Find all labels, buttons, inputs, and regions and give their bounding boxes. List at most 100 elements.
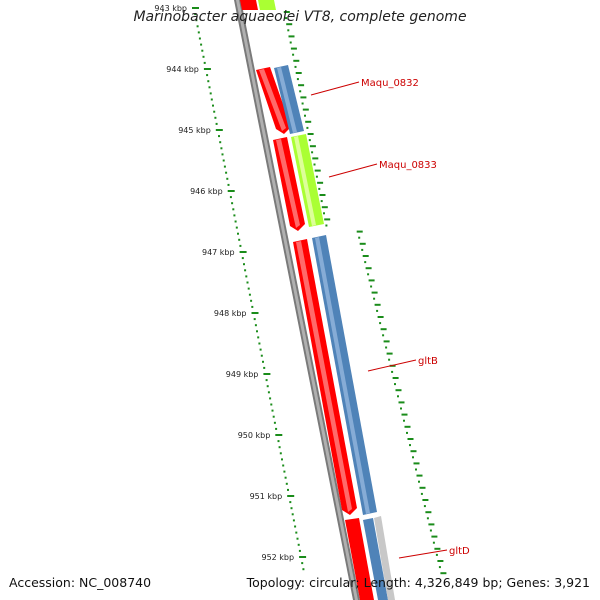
inner-minor-tick [256, 330, 258, 333]
inner-minor-tick [222, 159, 225, 162]
outer-major-tick [413, 462, 420, 465]
inner-minor-tick [302, 568, 305, 571]
inner-minor-tick [196, 25, 199, 28]
outer-major-tick [312, 157, 319, 160]
outer-major-tick [380, 328, 387, 331]
outer-minor-tick [379, 322, 382, 325]
outer-minor-tick [301, 102, 304, 105]
inner-tick-marks [192, 7, 307, 571]
inner-minor-tick [232, 208, 235, 211]
outer-major-tick [314, 169, 321, 172]
gene-label-gltB[interactable]: gltB [418, 356, 438, 367]
inner-minor-tick [246, 281, 249, 284]
inner-minor-tick [218, 135, 220, 138]
outer-minor-tick [403, 419, 405, 422]
outer-minor-tick [409, 444, 411, 447]
outer-major-tick [407, 438, 414, 440]
inner-minor-tick [194, 13, 197, 16]
feature-red-4 [345, 518, 374, 600]
outer-major-tick [368, 279, 375, 282]
tick-label: 943 kbp [154, 4, 187, 13]
inner-minor-tick [275, 427, 278, 430]
leader-gltD [398, 549, 448, 559]
inner-minor-tick [220, 147, 223, 150]
outer-major-tick [295, 72, 302, 74]
gene-label-maqu0833[interactable]: Maqu_0833 [379, 160, 437, 171]
inner-minor-tick [284, 476, 287, 479]
genome-summary-text: Topology: circular; Length: 4,326,849 bp… [246, 575, 590, 590]
inner-minor-tick [214, 116, 217, 119]
outer-minor-tick [376, 309, 379, 312]
inner-minor-tick [278, 446, 281, 449]
backbone-highlight [236, 0, 358, 600]
tick-labels: 943 kbp 944 kbp 945 kbp 946 kbp 947 kbp 948 k… [154, 4, 294, 562]
inner-minor-tick [226, 177, 229, 180]
outer-minor-tick [325, 224, 328, 227]
inner-minor-tick [270, 403, 273, 406]
tick-label: 952 kbp [261, 553, 294, 562]
inner-minor-tick [207, 80, 210, 83]
inner-minor-tick [287, 488, 289, 491]
inner-minor-tick [238, 238, 241, 241]
outer-major-tick [419, 486, 426, 489]
outer-minor-tick [367, 273, 370, 276]
outer-major-tick [307, 133, 314, 135]
inner-minor-tick [266, 385, 269, 388]
outer-minor-tick [313, 163, 316, 166]
outer-minor-tick [294, 65, 297, 68]
inner-major-tick [263, 373, 271, 375]
feature-red-2-shade [276, 139, 300, 228]
inner-minor-tick [250, 299, 253, 302]
inner-minor-tick [289, 501, 292, 504]
inner-minor-tick [229, 196, 232, 199]
inner-minor-tick [215, 122, 218, 125]
inner-minor-tick [279, 452, 282, 455]
inner-minor-tick [237, 232, 239, 235]
tick-label: 948 kbp [214, 309, 247, 318]
outer-major-tick [302, 108, 309, 111]
inner-minor-tick [244, 269, 247, 272]
feature-green-top [258, 0, 276, 10]
inner-minor-tick [206, 74, 209, 77]
feature-red-1-shade [259, 69, 286, 131]
outer-minor-tick [311, 151, 314, 154]
inner-major-tick [275, 434, 283, 436]
inner-minor-tick [234, 220, 237, 223]
outer-minor-tick [426, 517, 429, 520]
inner-minor-tick [294, 525, 297, 528]
inner-minor-tick [225, 171, 228, 174]
outer-major-tick [437, 560, 444, 562]
outer-major-tick [425, 511, 432, 514]
outer-minor-tick [323, 212, 325, 215]
inner-major-tick [227, 190, 235, 192]
outer-minor-tick [292, 53, 295, 56]
map-title: Marinobacter aquaeolei VT8, complete gen… [133, 9, 467, 25]
inner-minor-tick [292, 519, 295, 522]
inner-minor-tick [277, 440, 280, 443]
inner-minor-tick [227, 183, 230, 186]
inner-minor-tick [272, 415, 275, 418]
outer-minor-tick [306, 126, 309, 129]
gene-label-gltD[interactable]: gltD [449, 546, 470, 557]
outer-minor-tick [287, 29, 290, 32]
inner-minor-tick [239, 244, 242, 247]
outer-minor-tick [296, 78, 299, 81]
inner-major-tick [215, 129, 223, 131]
inner-minor-tick [257, 336, 260, 339]
inner-minor-tick [241, 257, 244, 260]
outer-minor-tick [415, 468, 417, 471]
inner-minor-tick [203, 61, 206, 64]
inner-minor-tick [285, 482, 288, 485]
inner-minor-tick [251, 305, 254, 308]
tick-label: 947 kbp [202, 248, 235, 257]
outer-major-tick [288, 35, 295, 38]
inner-minor-tick [210, 98, 213, 101]
outer-major-tick [324, 218, 331, 221]
leader-maqu0832 [310, 81, 360, 96]
outer-major-tick [286, 23, 293, 26]
inner-minor-tick [248, 293, 251, 296]
outer-major-tick [371, 291, 378, 294]
inner-major-tick [287, 495, 295, 497]
gene-label-maqu0832[interactable]: Maqu_0832 [361, 78, 419, 89]
